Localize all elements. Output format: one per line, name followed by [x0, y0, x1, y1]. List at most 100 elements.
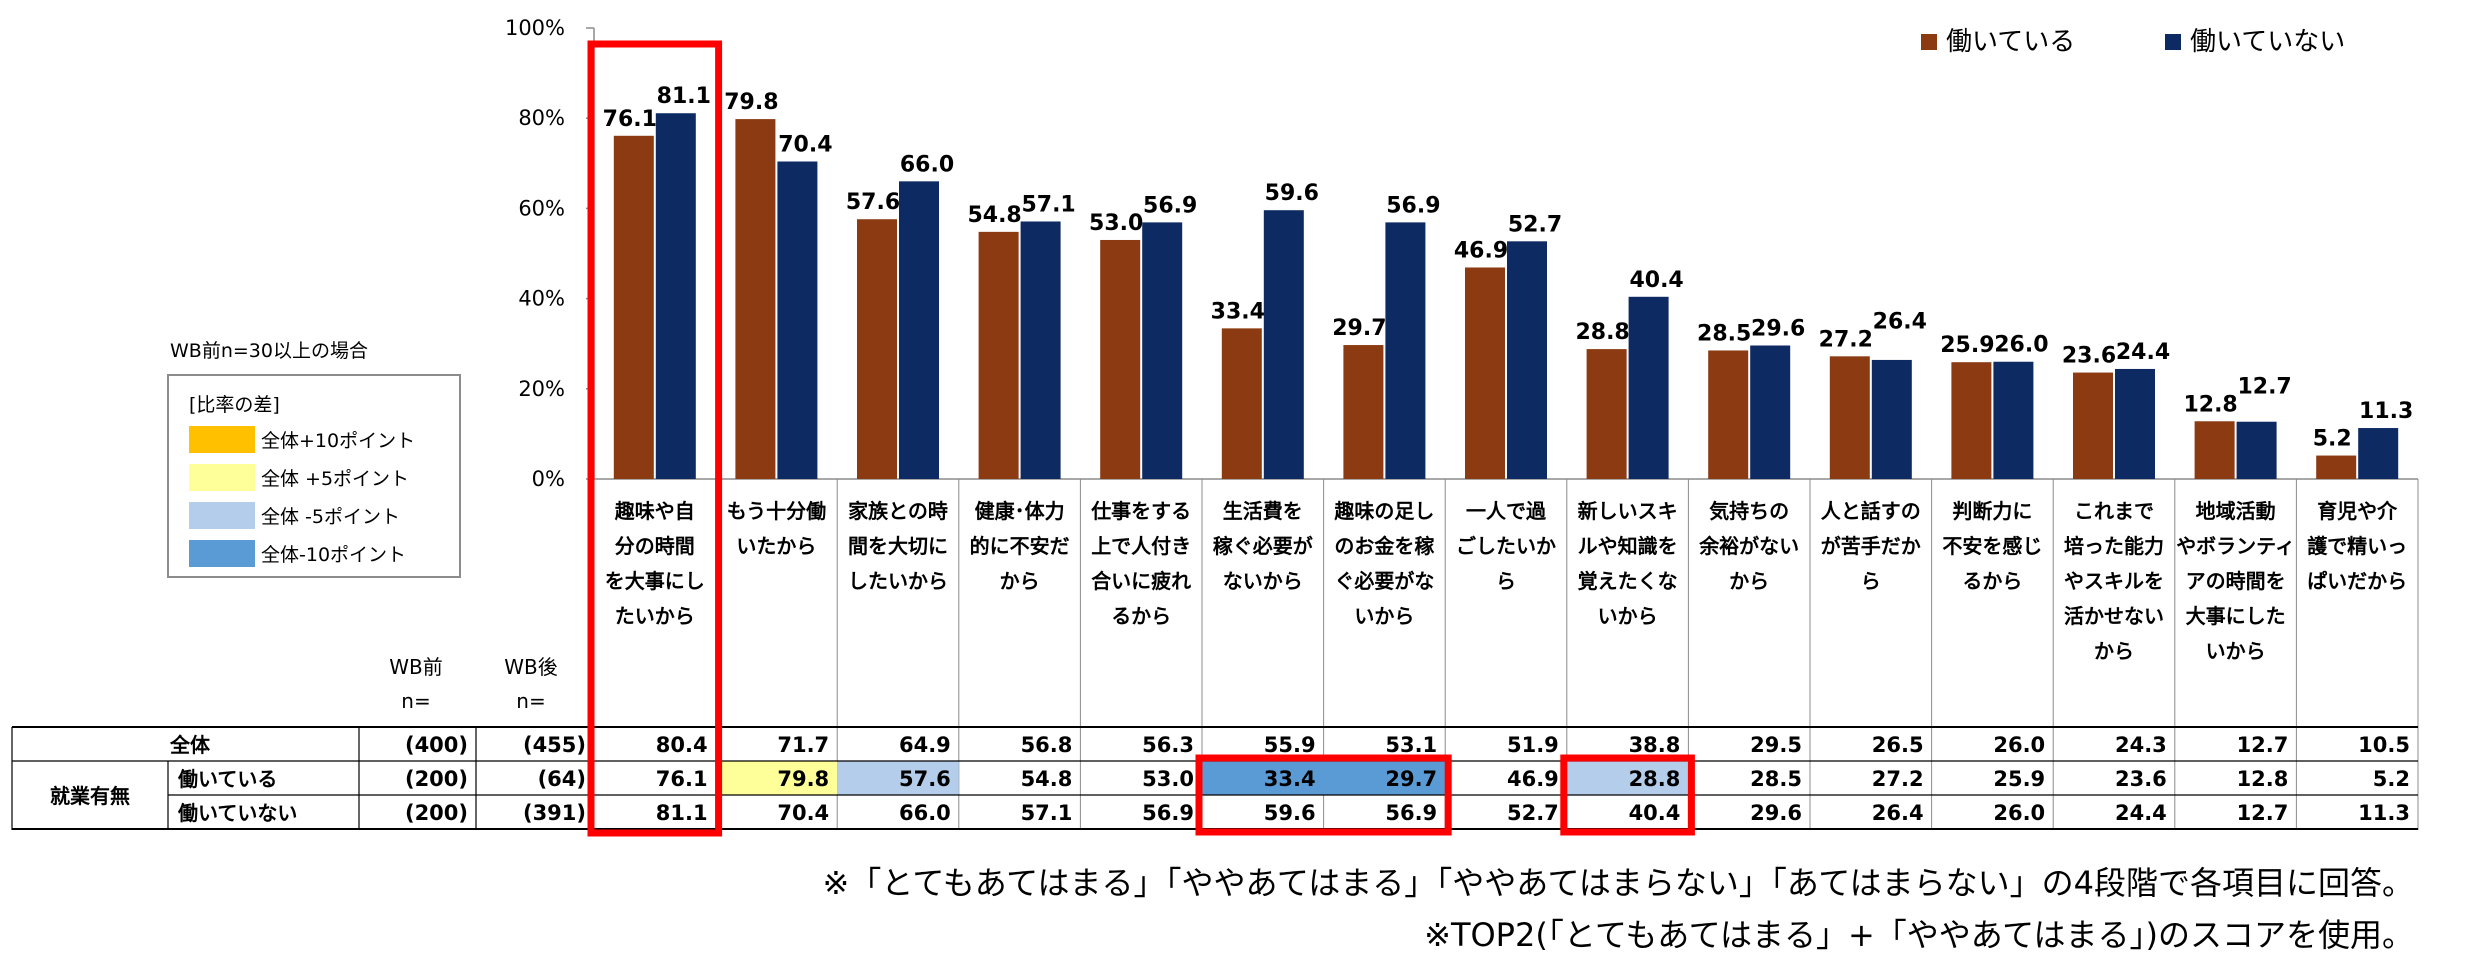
table-cell: 56.9	[1385, 801, 1437, 825]
bar-not-working	[899, 181, 939, 479]
category-label: から	[1000, 569, 1040, 593]
data-label: 46.9	[1454, 238, 1508, 263]
table-cell: 12.7	[2237, 733, 2289, 757]
table-cell: 26.0	[1993, 801, 2045, 825]
bar-working	[2194, 421, 2235, 479]
highlight-cell	[837, 761, 959, 795]
bar-working	[2073, 372, 2113, 479]
table-cell: 24.3	[2115, 733, 2167, 757]
row-n-before: (400)	[405, 733, 468, 757]
bar-not-working	[1263, 210, 1304, 480]
data-label: 52.7	[1508, 212, 1562, 237]
bar-not-working	[2115, 368, 2155, 479]
table-cell: 81.1	[656, 801, 708, 825]
category-label: 護で精いっ	[2307, 534, 2407, 558]
data-label: 66.0	[900, 152, 954, 177]
difference-legend-item: 全体-10ポイント	[189, 538, 406, 568]
difference-legend-item: 全体 -5ポイント	[189, 500, 400, 530]
data-label: 57.1	[1021, 192, 1075, 217]
row-n-before: (200)	[405, 801, 468, 825]
legend-swatch-working	[1921, 34, 1937, 50]
table-cell: 28.5	[1750, 767, 1802, 791]
category-label: 人と話すの	[1821, 499, 1921, 523]
category-label: 余裕がない	[1698, 534, 1799, 558]
table-cell: 12.8	[2237, 767, 2289, 791]
category-label: ら	[1861, 569, 1881, 593]
data-label: 12.7	[2237, 374, 2291, 399]
row-n-after: (391)	[523, 801, 586, 825]
swatch-minus5	[189, 501, 255, 529]
data-label: 56.9	[1143, 193, 1197, 218]
data-label: 57.6	[846, 190, 900, 215]
table-cell: 27.2	[1872, 767, 1924, 791]
bar-working	[978, 231, 1019, 479]
row-label: 全体	[169, 733, 211, 757]
table-cell: 71.7	[777, 733, 829, 757]
category-label: 上で人付き	[1091, 534, 1191, 558]
table-cell: 26.0	[1993, 733, 2045, 757]
y-tick-label: 40%	[518, 287, 565, 311]
row-label: 働いていない	[177, 801, 297, 825]
category-label: 一人で過	[1466, 499, 1547, 523]
category-label: 不安を感じ	[1942, 534, 2042, 558]
header-wb-after: WB後	[504, 655, 558, 679]
difference-legend: [比率の差] 全体+10ポイント 全体 +5ポイント 全体 -5ポイント 全体-…	[167, 374, 461, 578]
difference-legend-label: 全体 +5ポイント	[261, 467, 410, 490]
legend-label-working: 働いている	[1946, 27, 2075, 57]
category-label: 育児や介	[2317, 499, 2398, 523]
y-tick-label: 0%	[532, 467, 565, 491]
bar-working	[1586, 349, 1627, 479]
table-cell: 29.7	[1385, 767, 1437, 791]
bar-not-working	[1993, 361, 2034, 479]
category-label: もう十分働	[727, 499, 826, 523]
difference-legend-title: [比率の差]	[189, 394, 280, 416]
table-cell: 56.8	[1021, 733, 1073, 757]
bar-working	[1343, 345, 1384, 479]
swatch-plus5	[189, 463, 255, 491]
highlight-cell	[1566, 761, 1689, 795]
category-label: 稼ぐ必要が	[1213, 534, 1313, 558]
category-label: いから	[1354, 604, 1414, 628]
table-cell: 40.4	[1629, 801, 1681, 825]
data-label: 11.3	[2359, 399, 2413, 424]
bar-not-working	[1020, 221, 1061, 479]
difference-legend-item: 全体+10ポイント	[189, 424, 415, 454]
data-label: 25.9	[1940, 333, 1994, 358]
header-wb-before-n: n=	[401, 689, 430, 713]
data-label: 33.4	[1211, 299, 1265, 324]
category-label: たいから	[615, 604, 695, 628]
table-cell: 76.1	[656, 767, 708, 791]
legend-swatch-not-working	[2165, 34, 2181, 50]
category-label: 健康･体力	[975, 499, 1065, 523]
table-cell: 79.8	[777, 767, 829, 791]
category-label: 活かせない	[2064, 604, 2164, 628]
data-label: 29.6	[1751, 317, 1805, 342]
bar-not-working	[1507, 241, 1547, 479]
highlight-frame-living	[1195, 754, 1452, 836]
category-label: これまで	[2074, 499, 2154, 523]
category-label: ら	[1496, 569, 1516, 593]
table-cell: 24.4	[2115, 801, 2167, 825]
table-cell: 29.6	[1750, 801, 1802, 825]
table-cell: 66.0	[899, 801, 951, 825]
bar-working	[2316, 455, 2357, 479]
category-label: 合いに疲れ	[1091, 569, 1191, 593]
category-label: ぐ必要がな	[1334, 569, 1434, 593]
difference-legend-label: 全体-10ポイント	[261, 543, 407, 566]
table-cell: 54.8	[1021, 767, 1073, 791]
category-label: 趣味の足し	[1333, 499, 1434, 523]
table-cell: 57.6	[899, 767, 951, 791]
category-label: 生活費を	[1223, 499, 1303, 523]
data-label: 56.9	[1386, 193, 1440, 218]
category-label: いから	[1598, 604, 1658, 628]
highlight-frame-hobby	[587, 40, 723, 837]
y-tick-label: 80%	[518, 106, 565, 130]
category-label: のお金を稼	[1334, 534, 1434, 558]
table-cell: 56.9	[1142, 801, 1194, 825]
table-cell: 52.7	[1507, 801, 1559, 825]
bar-working	[1465, 267, 1505, 479]
bar-working	[857, 219, 897, 479]
table-cell: 11.3	[2358, 801, 2410, 825]
table-cell: 80.4	[656, 733, 708, 757]
